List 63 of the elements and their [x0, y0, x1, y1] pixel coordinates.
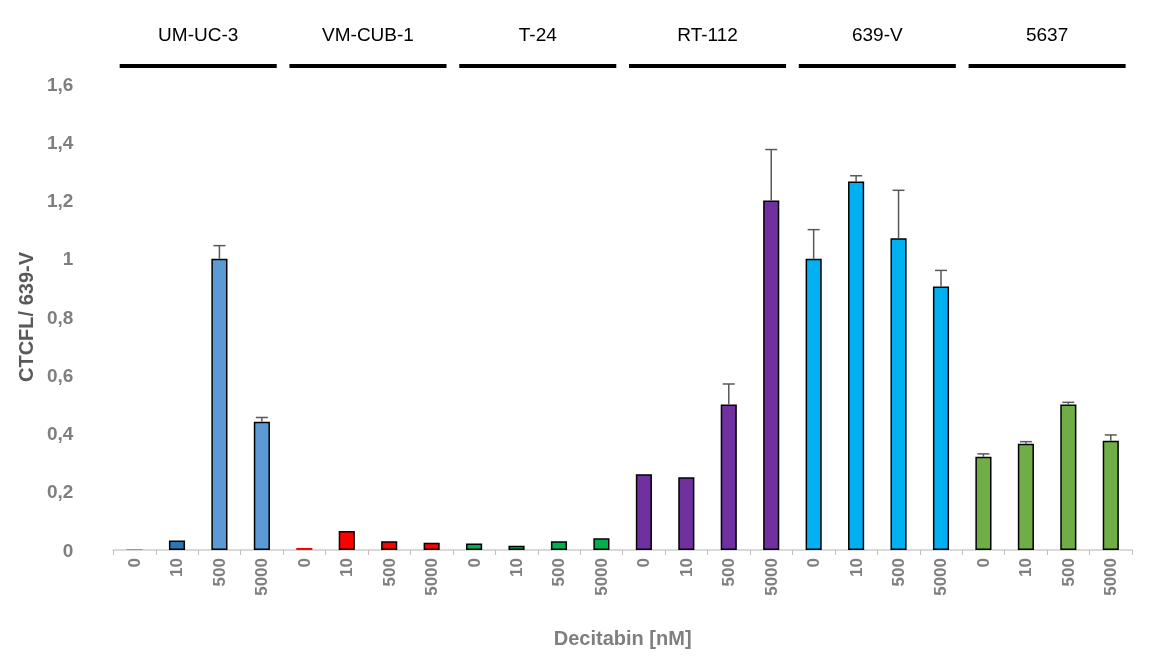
- bar: [848, 181, 865, 550]
- text: T-24: [518, 23, 558, 45]
- x-tick-label: 10: [676, 558, 696, 577]
- x-tick-label: 0: [125, 558, 145, 568]
- x-tick-label: 500: [549, 558, 569, 587]
- bar: [678, 477, 695, 550]
- x-tick-label: 0: [294, 558, 314, 568]
- y-axis-title: CTCFL/ 639-V: [15, 251, 37, 383]
- bar: [593, 538, 610, 550]
- x-tick-label: 0: [973, 558, 993, 568]
- bar: [211, 258, 228, 550]
- x-tick-label: 10: [507, 558, 527, 577]
- text: 639-V: [851, 23, 903, 45]
- text: VM-CUB-1: [322, 23, 414, 45]
- x-tick-label: 500: [719, 558, 739, 587]
- x-axis-title: Decitabin [nM]: [553, 627, 692, 649]
- x-tick-label: 5000: [761, 558, 781, 596]
- bar: [1060, 404, 1077, 550]
- bar: [338, 531, 355, 550]
- bar: [508, 545, 525, 550]
- bar: [763, 200, 780, 550]
- bar: [1102, 440, 1119, 550]
- bar: [466, 543, 483, 550]
- x-tick-label: 5000: [252, 558, 272, 596]
- y-tick-label: 0,4: [46, 423, 74, 444]
- bar: [932, 286, 950, 550]
- bar: [381, 541, 398, 550]
- x-tick-label: 5000: [931, 558, 951, 596]
- x-tick-label: 500: [889, 558, 909, 587]
- y-tick-label: 1,6: [46, 73, 74, 95]
- bar: [720, 404, 737, 550]
- x-tick-label: 500: [1058, 558, 1078, 587]
- text: 5637: [1025, 23, 1069, 45]
- x-tick-label: 10: [167, 558, 187, 577]
- bar: [423, 542, 440, 550]
- y-tick-label: 0,6: [46, 364, 74, 386]
- y-tick-label: 0,2: [46, 481, 74, 503]
- x-tick-label: 10: [1016, 558, 1036, 577]
- x-tick-label: 5000: [591, 558, 611, 596]
- bar: [635, 474, 652, 550]
- x-tick-label: 0: [634, 558, 654, 568]
- y-tick-label: 1: [62, 248, 74, 270]
- bar: [1017, 443, 1034, 550]
- x-tick-label: 10: [337, 558, 357, 577]
- bar: [805, 258, 822, 550]
- bar: [296, 547, 313, 550]
- text: RT-112: [677, 23, 738, 45]
- x-tick-label: 5000: [1101, 558, 1121, 596]
- x-tick-label: 500: [209, 558, 229, 587]
- y-tick-label: 0,8: [46, 306, 74, 328]
- x-tick-label: 0: [464, 558, 484, 568]
- bar: [168, 540, 186, 550]
- text: UM-UC-3: [158, 23, 239, 45]
- bar: [253, 421, 270, 550]
- x-tick-label: 5000: [422, 558, 442, 596]
- bar: [550, 541, 568, 550]
- bar: [975, 456, 992, 550]
- x-tick-label: 500: [379, 558, 399, 587]
- x-tick-label: 0: [804, 558, 824, 568]
- y-tick-label: 1,4: [46, 131, 74, 153]
- y-tick-label: 1,2: [46, 190, 74, 211]
- bar: [890, 238, 907, 550]
- x-tick-label: 10: [846, 558, 866, 577]
